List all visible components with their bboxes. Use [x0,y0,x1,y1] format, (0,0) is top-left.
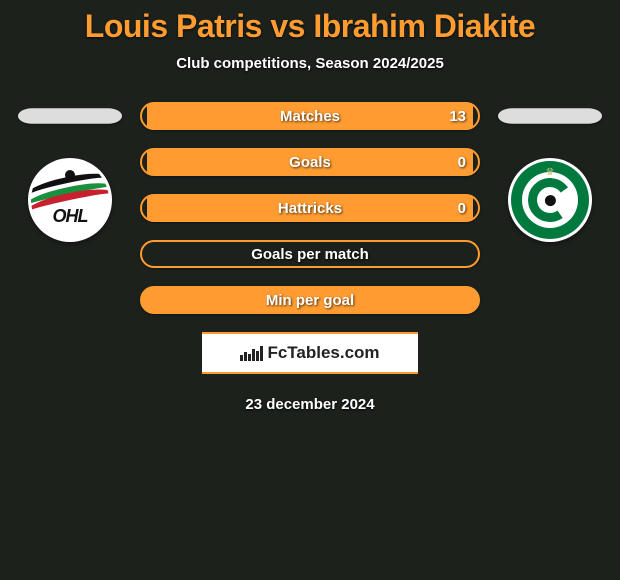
stat-label: Goals [289,154,331,171]
page-title: Louis Patris vs Ibrahim Diakite [0,8,620,45]
right-player-column: ♛ [498,102,602,242]
stat-bar-goals: Goals 0 [140,148,480,176]
stat-label: Hattricks [278,200,342,217]
stat-label: Matches [280,108,340,125]
right-player-name-pill [498,108,602,123]
subtitle: Club competitions, Season 2024/2025 [0,55,620,72]
brand-box[interactable]: FcTables.com [202,332,418,374]
stat-bar-goals-per-match: Goals per match [140,240,480,268]
brand-text: FcTables.com [267,343,379,363]
ohl-logo-text: OHL [53,206,88,227]
stat-value-right: 0 [458,154,466,171]
brand-chart-icon [240,346,263,361]
crown-icon: ♛ [546,167,555,178]
stat-value-right: 0 [458,200,466,217]
stats-column: Matches 13 Goals 0 Hattricks 0 Goals per match… [140,102,480,314]
stat-label: Min per goal [266,292,354,309]
right-club-logo: ♛ [508,158,592,242]
left-club-logo: OHL [28,158,112,242]
stat-bar-min-per-goal: Min per goal [140,286,480,314]
stat-label: Goals per match [251,246,369,263]
date-label: 23 december 2024 [0,396,620,413]
stat-bar-hattricks: Hattricks 0 [140,194,480,222]
left-player-name-pill [18,108,122,123]
left-player-column: OHL [18,102,122,242]
stat-value-right: 13 [449,108,466,125]
stat-bar-matches: Matches 13 [140,102,480,130]
cercle-brugge-logo: ♛ [511,161,589,239]
ohl-logo: OHL [31,161,109,239]
